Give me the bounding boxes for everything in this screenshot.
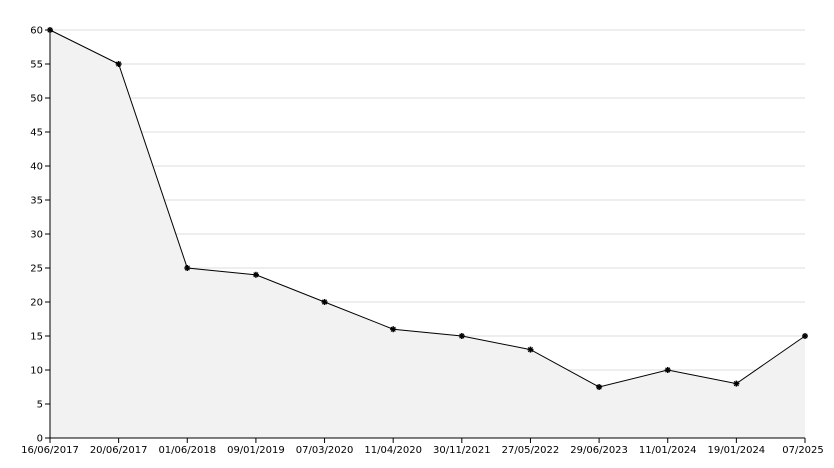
data-point-mark	[665, 367, 671, 373]
x-tick-label: 07/2025	[782, 445, 824, 456]
data-point	[321, 299, 328, 305]
x-tick-label: 27/05/2022	[502, 445, 560, 456]
data-point	[527, 346, 534, 353]
data-point	[733, 380, 740, 387]
x-tick-labels: 16/06/2017 20/06/2017 01/06/2018 09/01/2019…	[21, 445, 824, 456]
data-point-mark	[733, 380, 739, 387]
data-point-mark	[116, 61, 122, 67]
x-tick-label: 11/01/2024	[639, 445, 697, 456]
y-tick-label: 5	[37, 400, 43, 411]
y-tick-label: 10	[30, 366, 43, 377]
data-point	[458, 333, 465, 339]
data-point-mark	[596, 384, 602, 390]
x-tick-label: 16/06/2017	[21, 445, 79, 456]
y-tick-label: 15	[30, 332, 43, 343]
y-tick-labels: 0 5 10 15 20 25 30 35 40 45 50 55 60	[30, 26, 43, 445]
data-point-mark	[390, 326, 396, 332]
y-tick-label: 25	[30, 264, 43, 275]
y-tick-label: 20	[30, 298, 43, 309]
axes	[45, 29, 806, 443]
data-point	[252, 271, 259, 278]
y-tick-label: 50	[30, 94, 43, 105]
y-tick-label: 45	[30, 128, 43, 139]
x-tick-label: 29/06/2023	[570, 445, 628, 456]
data-point	[184, 265, 191, 271]
data-point	[664, 367, 671, 373]
x-tick-label: 20/06/2017	[90, 445, 148, 456]
data-point-mark	[527, 346, 534, 353]
data-point-mark	[184, 265, 190, 271]
data-point-mark	[321, 299, 328, 305]
data-point	[47, 27, 53, 33]
area-fill-layer	[50, 30, 805, 438]
x-tick-label: 19/01/2024	[708, 445, 766, 456]
data-point	[390, 326, 397, 333]
data-point-mark	[47, 27, 53, 33]
series-line	[49, 29, 806, 388]
x-tick-label: 30/11/2021	[433, 445, 491, 456]
y-tick-label: 55	[30, 60, 43, 71]
data-point	[596, 384, 603, 390]
data-point	[115, 61, 122, 67]
data-point-mark	[253, 272, 259, 278]
data-points	[47, 27, 808, 390]
y-tick-label: 60	[30, 26, 43, 37]
x-tick-label: 07/03/2020	[296, 445, 354, 456]
y-tick-label: 35	[30, 196, 43, 207]
x-tick-label: 01/06/2018	[158, 445, 216, 456]
data-point-mark	[459, 333, 465, 339]
series-line-layer	[49, 29, 806, 388]
data-point-mark	[802, 333, 808, 339]
y-tick-label: 0	[37, 434, 43, 445]
data-point	[802, 333, 808, 339]
x-tick-label: 11/04/2020	[364, 445, 422, 456]
y-tick-label: 30	[30, 230, 43, 241]
area-fill	[50, 30, 805, 438]
x-tick-label: 09/01/2019	[227, 445, 285, 456]
y-tick-label: 40	[30, 162, 43, 173]
